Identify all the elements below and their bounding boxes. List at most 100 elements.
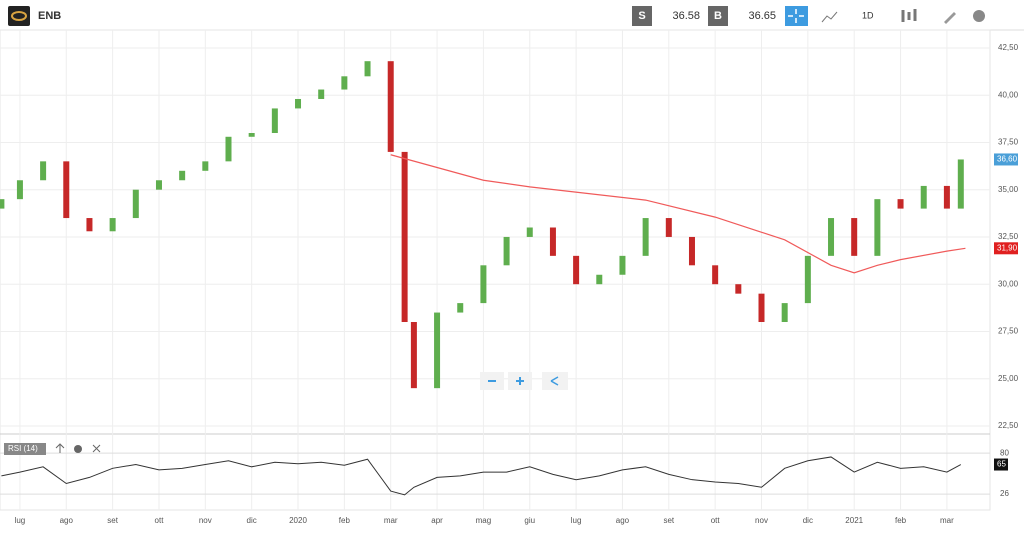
candle-body	[480, 265, 487, 304]
buy-price: 36.65	[748, 10, 776, 22]
ma-last-box	[994, 242, 1018, 255]
sell-button[interactable]	[632, 6, 652, 26]
x-tick-label: lug	[15, 516, 26, 525]
y-tick-label: 42,50	[998, 43, 1019, 52]
x-tick-label: 2020	[289, 516, 307, 525]
candle-body	[526, 227, 533, 237]
candle-body	[642, 218, 649, 256]
candle-body	[549, 227, 556, 256]
rsi-move-up[interactable]	[55, 443, 65, 453]
y-tick-label: 32,50	[998, 232, 1019, 241]
moving-average	[390, 154, 966, 274]
candle-body	[851, 218, 858, 256]
candles-button[interactable]	[901, 9, 917, 22]
x-tick-label: ott	[711, 516, 721, 525]
x-tick-label: ago	[616, 516, 630, 525]
candle-body	[619, 255, 626, 275]
candle-body	[434, 312, 441, 389]
share[interactable]	[542, 372, 568, 390]
ma-last-label: 31,90	[997, 243, 1018, 252]
x-tick-label: ott	[155, 516, 165, 525]
candle-body	[86, 218, 93, 232]
candle-body	[109, 218, 116, 232]
x-tick-label: feb	[339, 516, 351, 525]
candle-body	[688, 236, 695, 266]
last-price-label: 36,60	[997, 155, 1018, 164]
candle-body	[341, 76, 348, 90]
candle-body	[132, 189, 139, 219]
x-tick-label: set	[663, 516, 674, 525]
candle-body	[596, 274, 603, 285]
candle-body	[179, 170, 186, 181]
buy-label: B	[714, 10, 722, 22]
candle-body	[16, 180, 23, 200]
zoom-in-icon	[516, 377, 524, 385]
x-tick-label: mag	[476, 516, 492, 525]
x-tick-label: lug	[571, 516, 582, 525]
candle-body	[271, 108, 278, 134]
y-tick-label: 37,50	[998, 138, 1019, 147]
share-icon	[550, 376, 559, 386]
candle-body	[295, 98, 302, 109]
settings-button[interactable]	[973, 10, 985, 22]
x-tick-label: mar	[940, 516, 954, 525]
candle-body	[503, 236, 510, 266]
interval[interactable]: 1D	[862, 10, 874, 20]
logo	[8, 6, 30, 26]
x-tick-label: 2021	[845, 516, 863, 525]
candle-body	[781, 303, 788, 323]
toolbar	[0, 0, 1024, 30]
candle-body	[155, 180, 162, 190]
x-tick-label: feb	[895, 516, 907, 525]
x-tick-label: giu	[524, 516, 535, 525]
candle-body	[957, 159, 964, 209]
y-tick-label: 40,00	[998, 90, 1019, 99]
crosshair-button[interactable]	[785, 6, 808, 26]
candle-body	[758, 293, 765, 323]
candle-body	[0, 199, 5, 209]
candle-body	[712, 265, 719, 285]
draw-button[interactable]	[944, 12, 956, 24]
candle-body	[225, 136, 232, 162]
rsi-label: RSI (14)	[8, 444, 38, 453]
plot-frame	[0, 29, 991, 511]
candle-body	[364, 61, 371, 77]
candle-body	[804, 255, 811, 304]
candle-body	[387, 61, 394, 152]
sell-price: 36.58	[672, 10, 700, 22]
x-tick-label: mar	[384, 516, 398, 525]
x-tick-label: ago	[60, 516, 74, 525]
candle-body	[828, 218, 835, 256]
candle-body	[248, 133, 255, 137]
x-tick-label: dic	[803, 516, 813, 525]
rsi-settings[interactable]	[74, 445, 82, 453]
y-tick-label: 25,00	[998, 374, 1019, 383]
candle-body	[40, 161, 47, 181]
rsi-tick-label: 26	[1000, 489, 1009, 498]
candle-body	[735, 284, 742, 294]
y-tick-label: 22,50	[998, 421, 1019, 430]
rsi-line	[1, 456, 962, 496]
candle-body	[943, 185, 950, 209]
rsi-last-label: 65	[997, 460, 1006, 469]
candle-body	[202, 161, 209, 171]
candle-body	[874, 199, 881, 256]
x-tick-label: nov	[755, 516, 768, 525]
rsi-last-box	[994, 458, 1008, 471]
x-tick-label: nov	[199, 516, 212, 525]
x-tick-label: dic	[247, 516, 257, 525]
x-tick-label: apr	[431, 516, 443, 525]
y-tick-label: 35,00	[998, 185, 1019, 194]
buy-button[interactable]	[708, 6, 728, 26]
symbol: ENB	[38, 10, 61, 22]
last-price-box	[994, 153, 1018, 166]
y-tick-label: 30,00	[998, 279, 1019, 288]
rsi-close[interactable]	[92, 444, 101, 453]
candle-body	[410, 322, 417, 389]
y-tick-label: 27,50	[998, 327, 1019, 336]
chart-type-button[interactable]	[821, 11, 838, 23]
candle-body	[318, 89, 325, 99]
rsi-label-box	[4, 443, 46, 455]
candle-body	[920, 185, 927, 209]
